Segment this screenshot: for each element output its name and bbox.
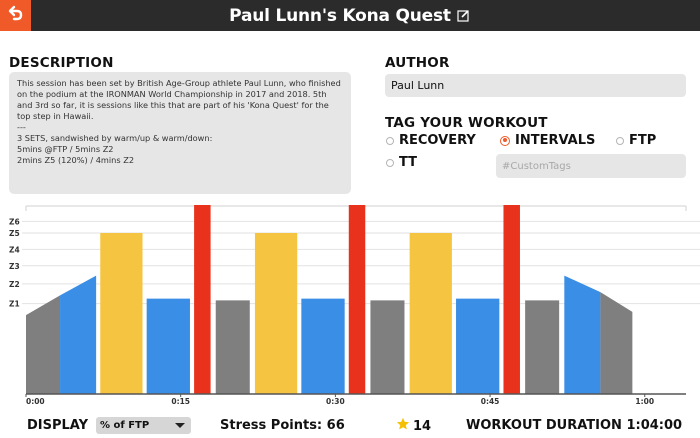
workout-segment-bar (194, 205, 211, 394)
workout-chart: Z1 Z2 Z3 Z4 Z5 Z6 0:00 0:15 0:30 0:45 1:00 (9, 205, 700, 406)
workout-segment-bar (370, 300, 405, 394)
rating[interactable]: 14 (396, 417, 431, 435)
tag-option-label: TT (399, 155, 418, 170)
description-text[interactable]: This session has been set by British Age… (9, 72, 351, 194)
back-button[interactable] (0, 0, 31, 31)
title-bar: Paul Lunn's Kona Quest (0, 0, 700, 31)
chevron-down-icon (175, 423, 185, 428)
title-group: Paul Lunn's Kona Quest (0, 0, 700, 31)
workout-segment-bar (26, 295, 61, 394)
tag-workout-label: TAG YOUR WORKOUT (385, 115, 548, 131)
workout-segment-bar (600, 292, 633, 394)
stress-points: Stress Points: 66 (220, 418, 345, 433)
workout-segment-bar (146, 298, 190, 394)
radio-icon (386, 158, 394, 167)
tag-option-label: RECOVERY (399, 133, 476, 148)
star-count: 14 (413, 418, 432, 434)
tag-option-label: INTERVALS (515, 133, 596, 148)
radio-selected-icon (500, 135, 510, 146)
workout-segment-bar (525, 300, 560, 394)
display-label: DISPLAY (27, 418, 89, 433)
radio-icon (386, 136, 394, 145)
author-field[interactable]: Paul Lunn (385, 74, 686, 97)
workout-segment-bar (100, 232, 143, 394)
tag-option-label: FTP (629, 133, 657, 148)
x-tick-label: 0:00 (26, 397, 45, 406)
custom-tags-input[interactable] (496, 154, 686, 178)
description-label: DESCRIPTION (9, 55, 114, 71)
workout-segment-bar (254, 232, 298, 394)
workout-segment-bar (60, 275, 97, 394)
zone-label: Z6 (9, 217, 20, 226)
workout-segment-bar (215, 300, 250, 394)
edit-icon[interactable] (457, 9, 471, 23)
display-select[interactable]: % of FTP (96, 417, 191, 434)
workout-segment-bar (564, 275, 601, 394)
tag-option-tt[interactable]: TT (386, 155, 417, 170)
back-arrow-icon (7, 5, 25, 27)
display-select-value: % of FTP (100, 420, 150, 431)
workout-segment-bar (456, 298, 500, 394)
workout-segment-bar (503, 205, 520, 394)
workout-duration: WORKOUT DURATION 1:04:00 (466, 418, 683, 433)
tag-option-recovery[interactable]: RECOVERY (386, 133, 476, 148)
x-tick-label: 1:00 (635, 397, 654, 406)
zone-label: Z3 (9, 262, 20, 271)
tag-option-ftp[interactable]: FTP (616, 133, 656, 148)
zone-label: Z1 (9, 300, 20, 309)
x-tick-label: 0:15 (171, 397, 190, 406)
page-title: Paul Lunn's Kona Quest (229, 5, 451, 26)
author-label: AUTHOR (385, 55, 450, 71)
workout-segment-bar (301, 298, 345, 394)
workout-segment-bar (409, 232, 452, 394)
tag-option-intervals[interactable]: INTERVALS (500, 133, 595, 148)
x-tick-label: 0:45 (481, 397, 500, 406)
footer-bar: DISPLAY % of FTP Stress Points: 66 14 WO… (0, 414, 700, 438)
zone-label: Z5 (9, 229, 20, 238)
x-tick-label: 0:30 (326, 397, 345, 406)
radio-icon (616, 136, 624, 145)
workout-segment-bar (348, 205, 366, 394)
star-icon (396, 417, 410, 435)
zone-label: Z4 (9, 245, 20, 254)
zone-label: Z2 (9, 280, 20, 289)
